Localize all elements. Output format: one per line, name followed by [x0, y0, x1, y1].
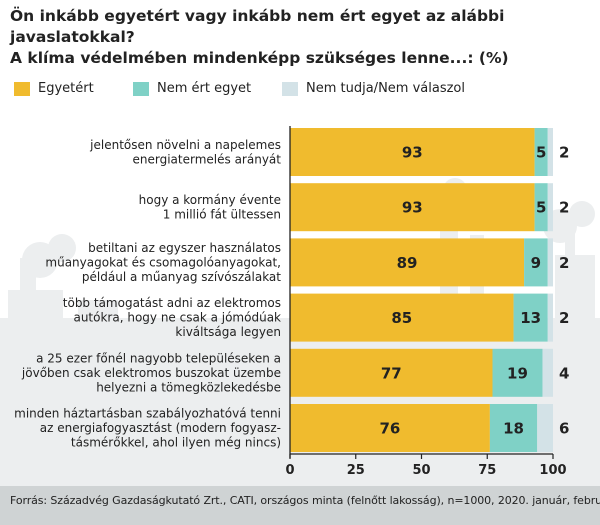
- data-label: 5: [536, 144, 546, 162]
- bar-segment: [547, 183, 553, 232]
- data-label: 85: [391, 309, 412, 327]
- bar-segment: [290, 128, 535, 176]
- category-label: például a műanyag szívószálakat: [82, 270, 281, 284]
- chart-title: Ön inkább egyetért vagy inkább nem ért e…: [10, 6, 595, 69]
- bar-segment: [492, 348, 543, 397]
- bar-segment: [489, 404, 538, 452]
- data-label: 77: [381, 364, 402, 382]
- bar-segment: [290, 293, 514, 342]
- legend-swatch: [133, 81, 149, 96]
- bar-segment: [547, 128, 553, 176]
- legend-item-nem-tudja: Nem tudja/Nem válaszol: [282, 81, 465, 96]
- x-tick-label: 100: [539, 463, 566, 478]
- category-label: jelentősen növelni a napelemes: [89, 138, 281, 152]
- legend-swatch: [14, 81, 30, 96]
- bar-segment: [534, 128, 548, 176]
- data-label: 89: [397, 254, 418, 272]
- bar-segment: [534, 183, 548, 232]
- category-label: energiatermelés arányát: [133, 152, 282, 166]
- data-label: 19: [507, 364, 528, 382]
- title-line-1: Ön inkább egyetért vagy inkább nem ért e…: [10, 7, 505, 46]
- data-label: 5: [536, 199, 546, 217]
- data-label: 93: [402, 199, 423, 217]
- bar-segment: [513, 293, 548, 342]
- legend-label: Nem ért egyet: [157, 81, 252, 96]
- category-label: tásmérőkkel, ahol ilyen még nincs): [71, 436, 281, 450]
- data-label: 2: [559, 309, 569, 327]
- category-label: helyezni a tömegközlekedésbe: [96, 380, 281, 394]
- category-label: több támogatást adni az elektromos: [63, 296, 281, 310]
- category-label: a 25 ezer főnél nagyobb településeken a: [36, 351, 281, 365]
- bar-segment: [537, 404, 553, 452]
- bar-segment: [290, 183, 535, 232]
- data-label: 93: [402, 144, 423, 162]
- legend: Egyetért Nem ért egyet Nem tudja/Nem vál…: [0, 81, 600, 101]
- title-line-2: A klíma védelmében mindenképp szükséges …: [10, 49, 509, 67]
- bar-segment: [524, 238, 548, 287]
- legend-label: Egyetért: [38, 81, 94, 96]
- category-label: jövőben csak elektromos buszokat üzembe: [21, 366, 281, 380]
- category-label: 1 millió fát ültessen: [163, 207, 281, 221]
- bar-segment: [290, 404, 490, 452]
- source-note: Forrás: Századvég Gazdaságkutató Zrt., C…: [10, 494, 600, 507]
- category-label: autókra, hogy ne csak a jómódúak: [73, 311, 281, 325]
- category-label: műanyagokat és csomagolóanyagokat,: [45, 255, 281, 269]
- x-tick-label: 25: [347, 463, 365, 478]
- data-label: 2: [559, 144, 569, 162]
- legend-swatch: [282, 81, 298, 96]
- category-label: hogy a kormány évente: [139, 193, 281, 207]
- bar-segment: [547, 293, 553, 342]
- data-label: 6: [559, 420, 569, 438]
- data-label: 18: [503, 420, 524, 438]
- x-tick-label: 75: [478, 463, 496, 478]
- x-tick-label: 0: [285, 463, 294, 478]
- bar-segment: [290, 238, 525, 287]
- data-label: 4: [559, 364, 569, 382]
- bar-segment: [542, 348, 553, 397]
- data-label: 9: [531, 254, 541, 272]
- legend-item-egyetert: Egyetért: [14, 81, 94, 96]
- footer: Forrás: Századvég Gazdaságkutató Zrt., C…: [0, 486, 600, 525]
- legend-label: Nem tudja/Nem válaszol: [306, 81, 465, 96]
- category-label: minden háztartásban szabályozhatóvá tenn…: [14, 407, 281, 421]
- category-label: betiltani az egyszer használatos: [88, 241, 281, 255]
- x-tick-label: 50: [412, 463, 430, 478]
- bar-segment: [290, 348, 493, 397]
- data-label: 13: [520, 309, 541, 327]
- data-label: 2: [559, 199, 569, 217]
- legend-item-nem-ert-egyet: Nem ért egyet: [133, 81, 251, 96]
- data-label: 2: [559, 254, 569, 272]
- bar-segment: [547, 238, 553, 287]
- category-label: az energiafogyasztást (modern fogyasz-: [40, 421, 281, 435]
- data-label: 76: [380, 420, 401, 438]
- category-label: kiváltsága legyen: [175, 325, 281, 339]
